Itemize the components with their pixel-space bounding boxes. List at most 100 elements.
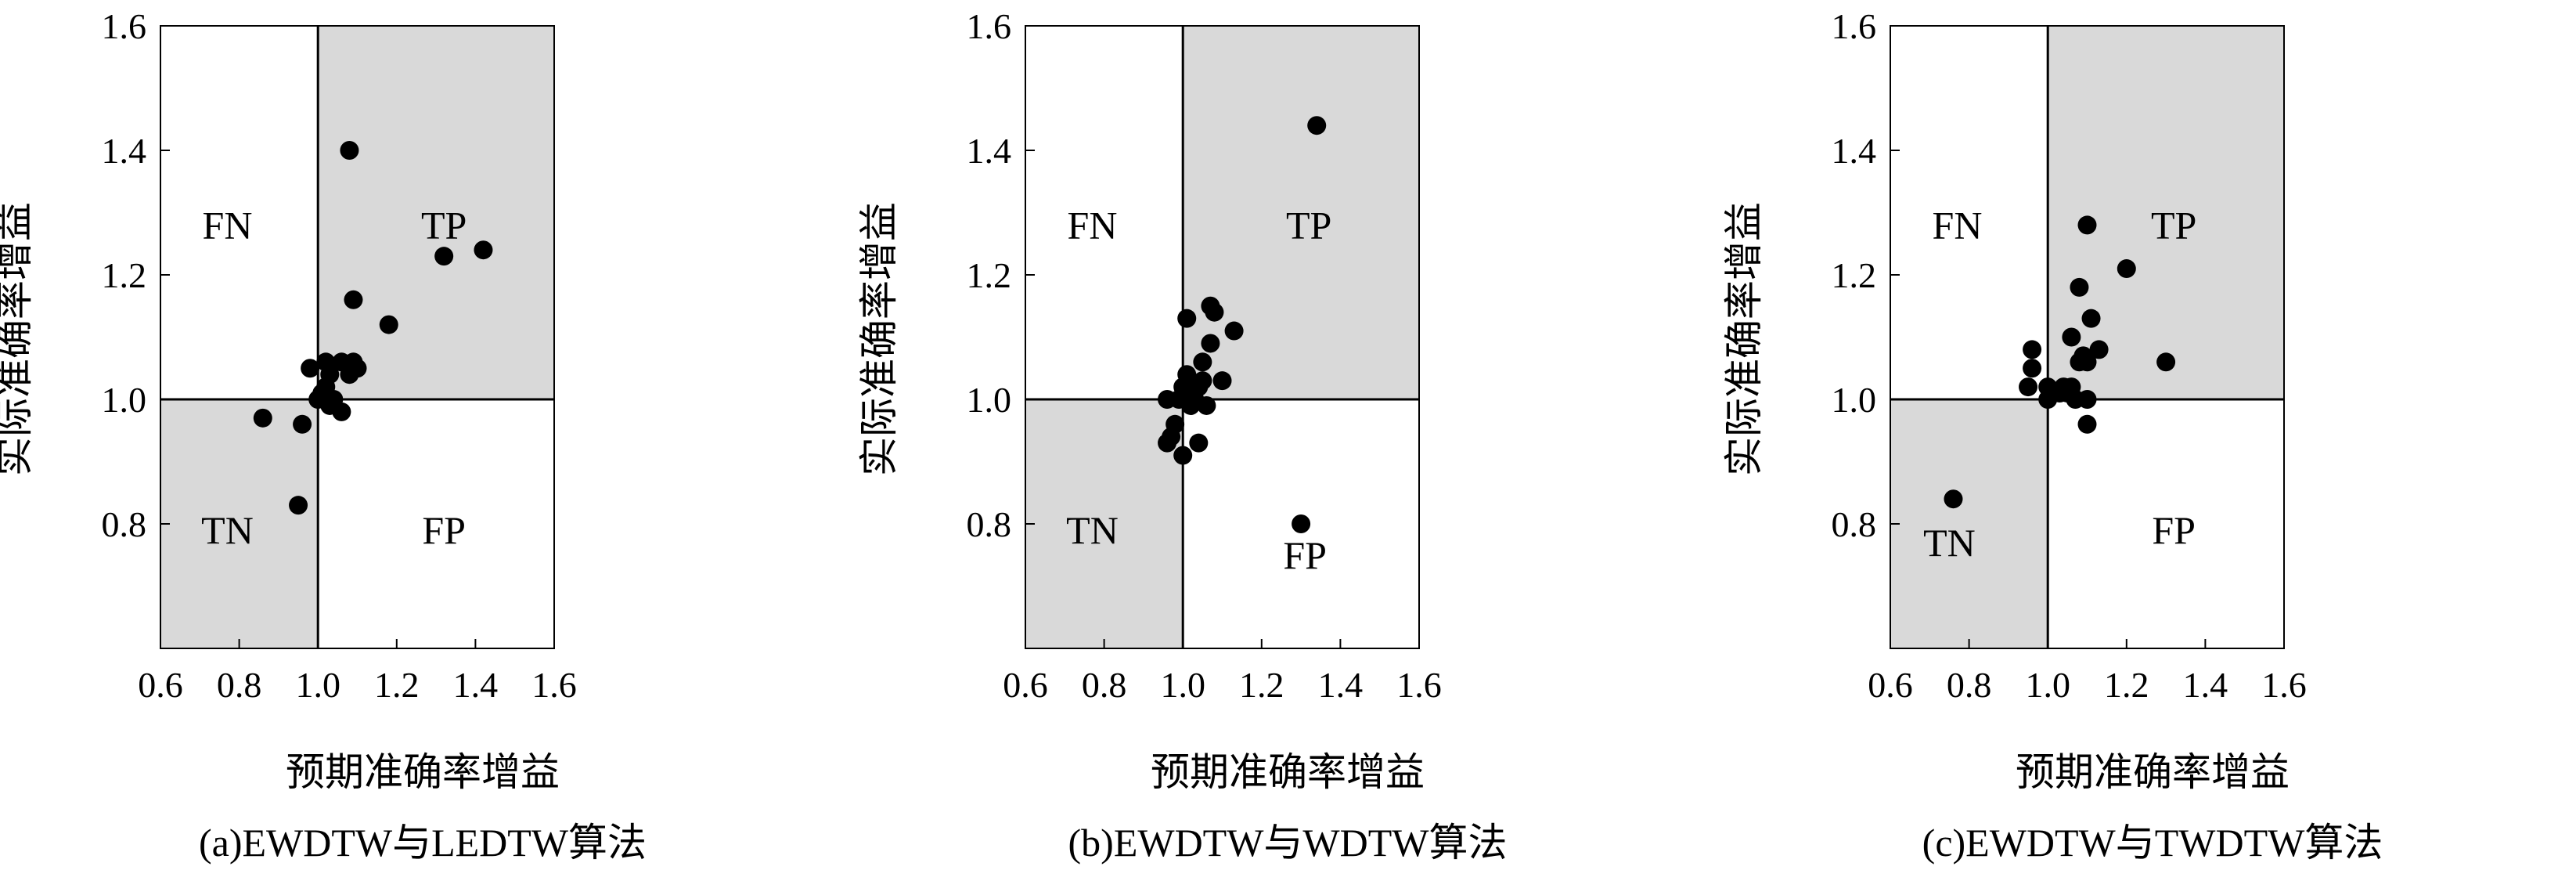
y-axis-title: 实际准确率增益	[1722, 202, 1766, 476]
x-tick-label: 1.2	[2104, 665, 2149, 705]
data-point	[1197, 395, 1216, 415]
y-tick-label: 1.2	[967, 255, 1012, 295]
y-tick-label: 1.4	[1832, 131, 1877, 171]
data-point	[1224, 321, 1244, 341]
x-tick-label: 1.4	[2183, 665, 2228, 705]
x-tick-label: 1.4	[1318, 665, 1364, 705]
data-point	[1944, 489, 1963, 509]
data-point	[1307, 116, 1327, 135]
data-point	[253, 408, 272, 428]
data-point	[2077, 352, 2097, 372]
plot-area: 0.6 0.8 1.0 1.2 1.4 1.6 0.8 1.0 1.2 1.4 1.6 FN TP TN F…	[967, 6, 1442, 705]
tp-region	[2048, 26, 2284, 399]
x-tick-label: 1.2	[374, 665, 420, 705]
data-point	[1173, 446, 1193, 465]
y-tick-label: 1.0	[102, 380, 147, 420]
quadrant-label-tn: TN	[1066, 508, 1119, 552]
plot-frame	[1025, 25, 1420, 649]
quadrant-label-tn: TN	[1923, 521, 1976, 565]
x-tick-label: 0.8	[1947, 665, 1992, 705]
tn-region	[1890, 399, 2048, 648]
plot-area: 0.6 0.8 1.0 1.2 1.4 1.6 0.8 1.0 1.2 1.4 1.6 FN TP TN F…	[1832, 6, 2307, 705]
panel-c: 0.6 0.8 1.0 1.2 1.4 1.6 0.8 1.0 1.2 1.4 1.6 FN TP TN F…	[1722, 6, 2383, 865]
panel-caption: (c)EWDTW与TWDTW算法	[1922, 821, 2383, 865]
x-tick-label: 0.6	[1003, 665, 1048, 705]
y-tick-label: 1.2	[1832, 255, 1877, 295]
x-tick-label: 0.6	[138, 665, 183, 705]
data-point	[1292, 514, 1311, 533]
data-point	[1177, 365, 1197, 384]
tn-region	[1025, 399, 1184, 648]
data-point	[344, 352, 363, 372]
quadrant-label-fp: FP	[422, 508, 466, 552]
quadrant-label-fp: FP	[2152, 508, 2196, 552]
y-tick-label: 1.4	[102, 131, 147, 171]
x-tick-label: 1.0	[295, 665, 340, 705]
quadrant-label-tp: TP	[421, 203, 467, 247]
data-point	[289, 496, 308, 515]
data-point	[344, 290, 363, 309]
data-point	[474, 240, 493, 260]
data-point	[340, 141, 359, 160]
x-tick-label: 0.8	[217, 665, 262, 705]
data-point	[1212, 371, 1232, 391]
quadrant-label-fn: FN	[203, 203, 253, 247]
data-point	[1193, 371, 1212, 391]
x-tick-label: 0.8	[1082, 665, 1127, 705]
x-axis-title: 预期准确率增益	[2016, 750, 2290, 794]
data-point	[2077, 390, 2097, 409]
quadrant-label-fn: FN	[1933, 203, 1983, 247]
quadrant-label-tp: TP	[1286, 203, 1331, 247]
y-tick-label: 1.6	[1832, 6, 1877, 46]
y-tick-label: 1.4	[967, 131, 1012, 171]
data-point	[2062, 327, 2081, 347]
data-point	[434, 247, 454, 266]
data-point	[1205, 302, 1224, 322]
x-tick-label: 1.2	[1239, 665, 1284, 705]
data-point	[379, 315, 398, 334]
x-axis-title: 预期准确率增益	[286, 750, 560, 794]
y-axis-title: 实际准确率增益	[0, 202, 36, 476]
quadrant-label-tn: TN	[201, 508, 254, 552]
y-tick-label: 1.6	[102, 6, 147, 46]
tn-region	[160, 399, 319, 648]
y-tick-label: 0.8	[967, 504, 1012, 544]
data-point	[2077, 414, 2097, 434]
data-point	[1166, 414, 1185, 434]
x-axis-title: 预期准确率增益	[1151, 750, 1425, 794]
y-tick-label: 1.0	[1832, 380, 1877, 420]
data-point	[2156, 352, 2176, 372]
quadrant-label-fn: FN	[1068, 203, 1118, 247]
x-tick-label: 1.6	[1396, 665, 1442, 705]
y-tick-label: 1.2	[102, 255, 147, 295]
data-point	[2023, 359, 2042, 378]
data-point	[2089, 340, 2109, 359]
data-point	[2081, 309, 2101, 328]
panel-a: 0.6 0.8 1.0 1.2 1.4 1.6 0.8 1.0 1.2 1.4 1.6 FN TP TN F…	[0, 6, 647, 865]
panel-caption: (a)EWDTW与LEDTW算法	[199, 821, 647, 865]
data-point	[2077, 215, 2097, 235]
data-point	[293, 414, 312, 434]
quadrant-label-fp: FP	[1283, 533, 1327, 577]
panel-b: 0.6 0.8 1.0 1.2 1.4 1.6 0.8 1.0 1.2 1.4 1.6 FN TP TN F…	[857, 6, 1507, 865]
data-point	[320, 365, 340, 384]
data-point	[2019, 377, 2038, 397]
y-axis-title: 实际准确率增益	[857, 202, 901, 476]
tp-region	[1183, 26, 1419, 399]
quadrant-label-tp: TP	[2151, 203, 2196, 247]
tp-region	[318, 26, 554, 399]
data-point	[2023, 340, 2042, 359]
data-point	[1201, 334, 1220, 353]
x-tick-label: 1.6	[531, 665, 577, 705]
y-tick-label: 1.0	[967, 380, 1012, 420]
x-tick-label: 0.6	[1868, 665, 1913, 705]
x-tick-label: 1.4	[453, 665, 499, 705]
data-point	[1193, 352, 1212, 372]
x-tick-label: 1.0	[2025, 665, 2070, 705]
data-point	[332, 402, 351, 421]
y-tick-label: 0.8	[1832, 504, 1877, 544]
data-point	[1189, 433, 1209, 453]
panel-caption: (b)EWDTW与WDTW算法	[1068, 821, 1508, 865]
y-tick-label: 1.6	[967, 6, 1012, 46]
